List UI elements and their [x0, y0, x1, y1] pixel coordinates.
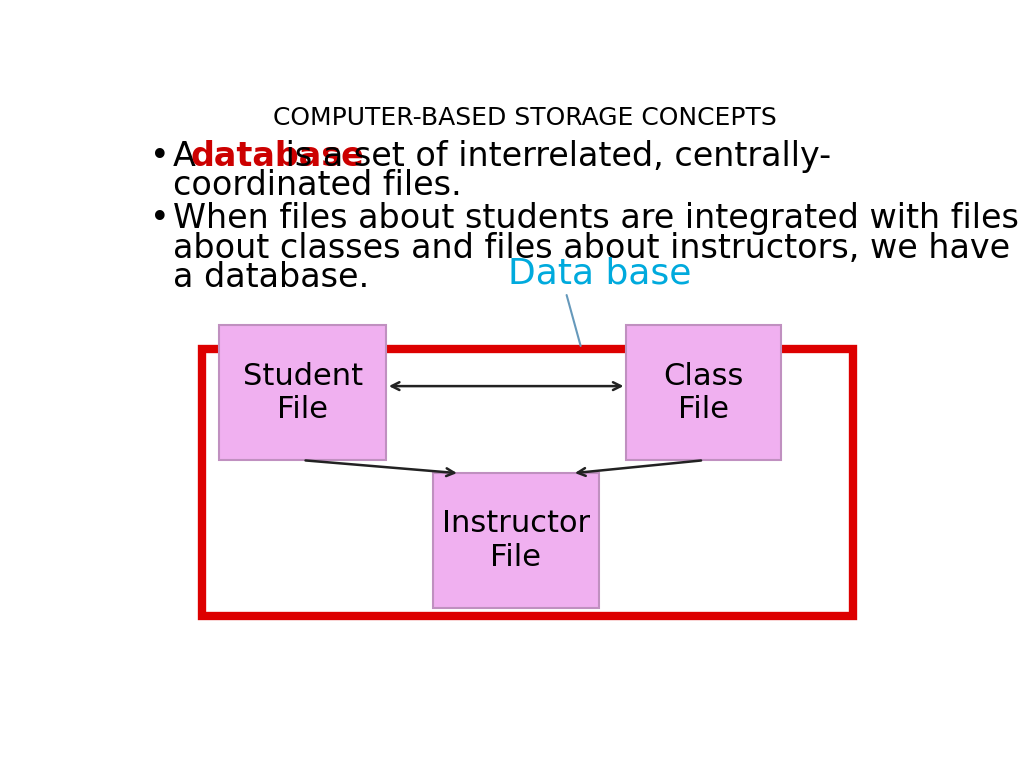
Text: •: • — [150, 202, 169, 235]
Text: database: database — [190, 140, 364, 173]
Text: •: • — [150, 140, 169, 173]
Text: about classes and files about instructors, we have: about classes and files about instructor… — [173, 231, 1010, 264]
Bar — [202, 349, 853, 616]
Text: coordinated files.: coordinated files. — [173, 169, 462, 202]
Text: A: A — [173, 140, 207, 173]
Text: is a set of interrelated, centrally-: is a set of interrelated, centrally- — [275, 140, 831, 173]
Bar — [219, 326, 386, 460]
Text: Data base: Data base — [508, 257, 691, 291]
Bar — [432, 473, 599, 608]
Text: Student
File: Student File — [243, 362, 362, 424]
Text: COMPUTER-BASED STORAGE CONCEPTS: COMPUTER-BASED STORAGE CONCEPTS — [273, 106, 776, 130]
Text: When files about students are integrated with files: When files about students are integrated… — [173, 202, 1019, 235]
Bar — [627, 326, 781, 460]
Text: Class
File: Class File — [664, 362, 744, 424]
Text: Instructor
File: Instructor File — [441, 509, 590, 572]
Text: a database.: a database. — [173, 261, 370, 294]
